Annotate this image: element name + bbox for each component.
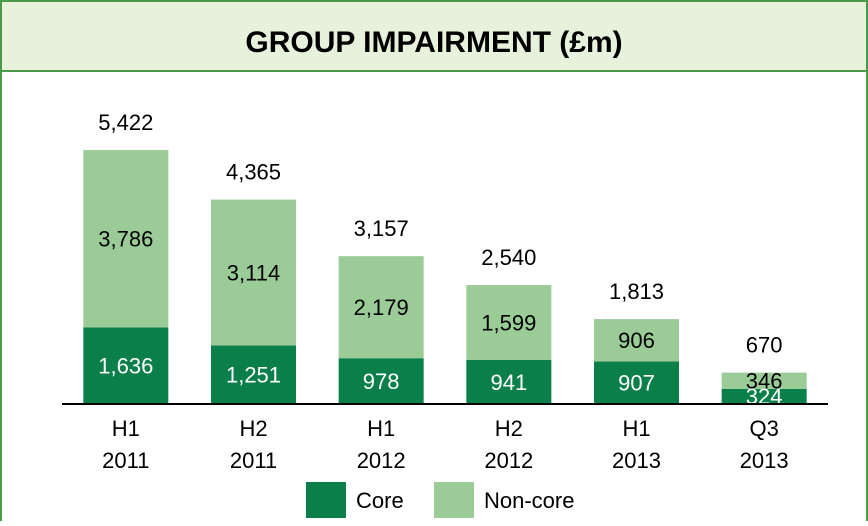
value-label: 3,114 [227, 260, 280, 285]
bar-segment [466, 285, 552, 360]
bar-segment [721, 388, 807, 404]
bar-segment [594, 319, 679, 362]
bar-segment [721, 372, 807, 389]
x-tick-label: H1 2013 [612, 416, 661, 473]
bar-segment [466, 359, 552, 404]
x-tick-label: Q3 2013 [740, 416, 789, 473]
value-label: 1,636 [98, 354, 153, 379]
legend-label: Non-core [484, 488, 574, 513]
bar-segment [594, 361, 679, 404]
x-tick-label: H1 2012 [357, 416, 406, 473]
value-label: 906 [618, 328, 655, 353]
total-label: 670 [746, 332, 783, 357]
x-tick-label: H2 2012 [484, 416, 533, 473]
legend-swatch [434, 482, 474, 518]
value-label: 3,786 [98, 227, 153, 252]
legend-swatch [306, 482, 346, 518]
total-label: 3,157 [354, 216, 409, 241]
value-label: 1,599 [481, 310, 536, 335]
bar-segment [83, 150, 169, 328]
bar-segment [211, 345, 296, 404]
value-label: 907 [618, 371, 655, 396]
bar-segment [338, 256, 424, 359]
x-tick-label: H1 2011 [102, 416, 149, 473]
bar-segment [338, 358, 424, 404]
title-bar [0, 0, 868, 72]
value-label: 978 [363, 369, 400, 394]
value-label: 346 [746, 369, 783, 394]
bar-segment [211, 199, 296, 346]
x-tick-label: H2 2011 [230, 416, 277, 473]
total-label: 4,365 [226, 159, 281, 184]
legend-label: Core [356, 488, 404, 513]
total-label: 5,422 [98, 110, 153, 135]
value-label: 1,251 [226, 363, 281, 388]
value-label: 2,179 [354, 295, 409, 320]
bar-segment [83, 327, 169, 404]
chart-title: GROUP IMPAIRMENT (£m) [245, 26, 622, 59]
total-label: 1,813 [609, 279, 664, 304]
value-label: 941 [490, 370, 527, 395]
total-label: 2,540 [481, 245, 536, 270]
